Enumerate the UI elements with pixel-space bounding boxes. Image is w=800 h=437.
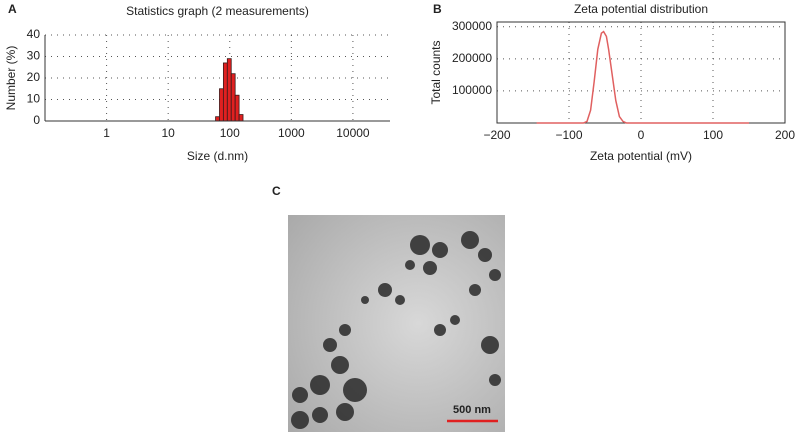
y-tick-label: 10 [27,92,41,106]
x-tick-label: 10 [161,126,175,140]
bar [234,94,240,122]
chart-title: Zeta potential distribution [574,2,708,16]
tem-image [288,215,505,432]
y-tick-label: 200000 [452,51,492,65]
y-tick-label: 40 [27,27,41,41]
panel-label: A [8,2,17,16]
x-tick-label: 10000 [336,126,370,140]
x-tick-label: 1 [103,126,110,140]
bar [219,88,224,122]
x-tick-label: −200 [483,128,510,142]
y-tick-label: 20 [27,70,41,84]
x-axis-label: Size (d.nm) [187,149,248,163]
x-tick-label: −100 [555,128,582,142]
panel-label: B [433,2,442,16]
scale-bar-label: 500 nm [453,404,491,416]
x-tick-label: 1000 [278,126,305,140]
bar [226,58,232,122]
line [536,30,749,124]
x-tick-label: 0 [638,128,645,142]
x-tick-label: 100 [703,128,723,142]
chart-title: Statistics graph (2 measurements) [126,4,309,18]
panel-label: C [272,184,281,198]
y-tick-label: 0 [33,113,40,127]
y-axis-label: Total counts [429,40,443,104]
y-axis-label: Number (%) [4,46,18,111]
y-tick-label: 100000 [452,83,492,97]
bar [222,62,228,122]
y-tick-label: 30 [27,49,41,63]
x-axis-label: Zeta potential (mV) [590,149,692,163]
bar [215,116,220,122]
x-tick-label: 100 [220,126,240,140]
x-tick-label: 200 [775,128,795,142]
bar [230,73,236,122]
plot-frame [496,21,786,124]
y-tick-label: 300000 [452,19,492,33]
bar [238,114,244,122]
